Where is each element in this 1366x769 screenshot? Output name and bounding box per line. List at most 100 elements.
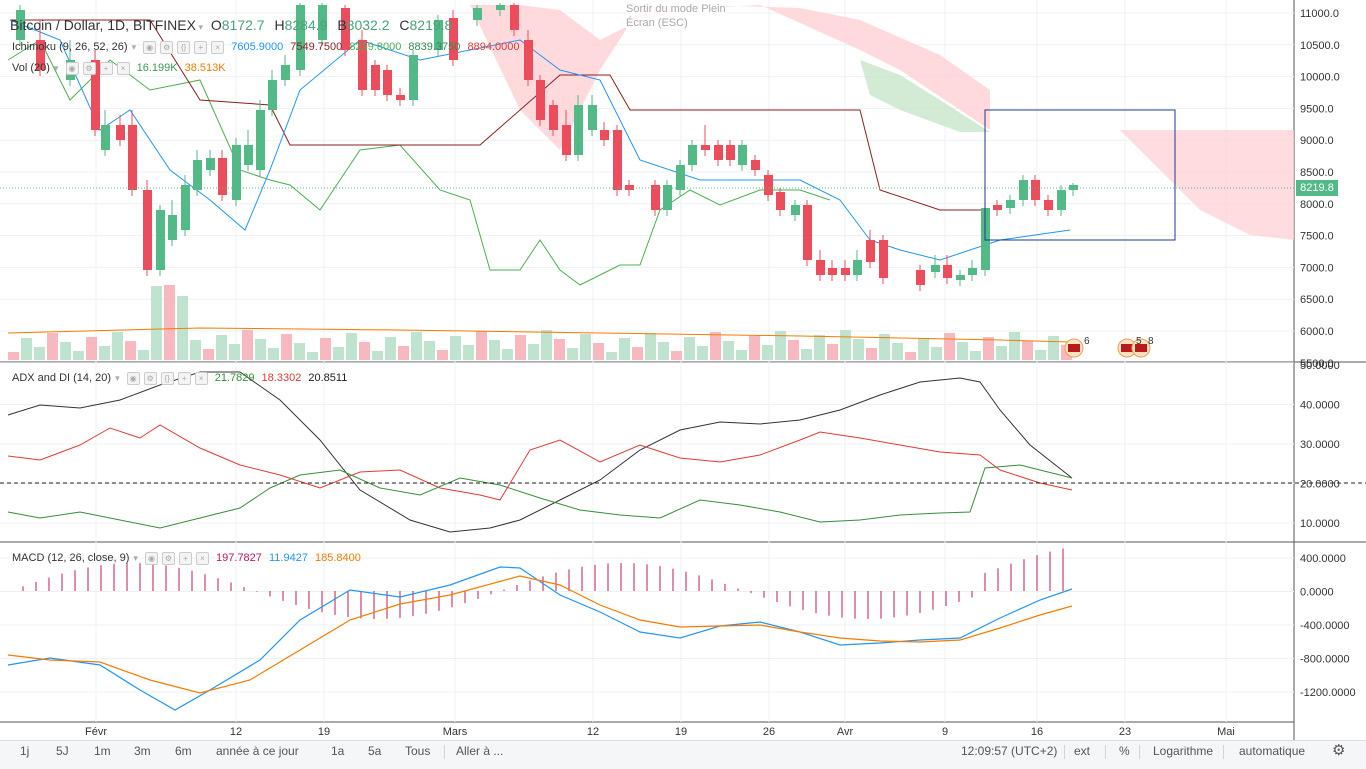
close-icon[interactable]: × [195, 552, 209, 565]
volume-bar [203, 349, 214, 360]
candle-body [128, 125, 137, 190]
volume-bar [593, 343, 604, 360]
volume-legend[interactable]: Vol (20) ▾ ◉ ⚙ + × 16.199K 38.513K [12, 62, 226, 75]
candle-body [371, 65, 380, 90]
adx-tick-label: 40.0000 [1300, 400, 1340, 412]
range-1y-button[interactable]: 1a [331, 744, 345, 758]
close-icon[interactable]: × [116, 62, 130, 75]
macd-label: MACD (12, 26, close, 9) [12, 552, 130, 565]
candle-body [791, 205, 800, 215]
candle-body [764, 175, 773, 195]
gear-icon[interactable]: ⚙ [1332, 742, 1346, 759]
settings-icon[interactable]: ⚙ [143, 372, 157, 385]
time-axis[interactable]: Févr 12 19 Mars 12 19 26 Avr 9 16 23 Mai [85, 726, 1235, 738]
candle-body [206, 158, 215, 170]
adx-label: ADX and DI (14, 20) [12, 372, 112, 385]
visibility-icon[interactable]: ◉ [65, 62, 79, 75]
divider [1223, 745, 1224, 759]
log-scale-button[interactable]: Logarithme [1153, 744, 1214, 758]
macd-pane[interactable] [7, 548, 1073, 711]
volume-bar [112, 332, 123, 360]
visibility-icon[interactable]: ◉ [143, 41, 157, 54]
candle-body [663, 185, 672, 210]
auto-scale-button[interactable]: automatique [1239, 744, 1306, 758]
candle-body [296, 5, 305, 70]
settings-icon[interactable]: ⚙ [161, 552, 175, 565]
settings-icon[interactable]: ⚙ [160, 41, 174, 54]
open-value: 8172.7 [221, 17, 265, 33]
visibility-icon[interactable]: ◉ [144, 552, 158, 565]
macd-line [7, 566, 1073, 711]
add-icon[interactable]: + [99, 62, 113, 75]
volume-bar [385, 337, 396, 360]
fullscreen-tooltip: Sortir du mode Plein Écran (ESC) [626, 2, 726, 30]
settings-icon[interactable]: ⚙ [82, 62, 96, 75]
chevron-down-icon[interactable]: ▾ [131, 42, 137, 53]
range-1m-button[interactable]: 1m [94, 744, 111, 758]
adx-pane[interactable] [0, 371, 1366, 533]
add-icon[interactable]: + [178, 552, 192, 565]
chevron-down-icon[interactable]: ▾ [133, 553, 138, 564]
volume-bar [359, 342, 370, 360]
range-all-button[interactable]: Tous [405, 744, 431, 758]
range-6m-button[interactable]: 6m [175, 744, 192, 758]
macd-tick-label: -400.0000 [1300, 620, 1350, 632]
add-icon[interactable]: + [194, 41, 208, 54]
range-ytd-button[interactable]: année à ce jour [216, 744, 299, 758]
chevron-down-icon[interactable]: ▾ [53, 63, 59, 74]
volume-bar [216, 335, 227, 360]
range-1d-button[interactable]: 1j [20, 744, 30, 758]
chevron-down-icon[interactable]: ▾ [195, 22, 203, 32]
ichimoku-legend[interactable]: Ichimoku (9, 26, 52, 26) ▾ ◉ ⚙{} + × 7605.90… [12, 41, 520, 54]
candle-body [244, 145, 253, 165]
price-axis[interactable]: 11000.0 10500.0 10000.0 9500.0 9000.0 8500.0 8… [1300, 8, 1356, 699]
adx-legend[interactable]: ADX and DI (14, 20) ▾ ◉ ⚙{} + × 21.7829 18.3… [12, 372, 348, 385]
volume-bar [554, 339, 565, 360]
candle-body [600, 130, 609, 140]
candle-body [726, 145, 735, 160]
volume-bar [957, 342, 968, 360]
percent-button[interactable]: % [1119, 744, 1130, 758]
ichimoku-cloud-future [1120, 130, 1294, 240]
volume-bar [255, 339, 266, 360]
candle-body [803, 205, 812, 260]
source-icon[interactable]: {} [177, 41, 191, 54]
candle-body [383, 70, 392, 95]
volume-bar [73, 351, 84, 360]
volume-bar [892, 343, 903, 360]
candle-body [613, 130, 622, 190]
volume-bar [736, 350, 747, 360]
goto-date-button[interactable]: Aller à ... [456, 744, 504, 758]
range-5d-button[interactable]: 5J [56, 744, 69, 758]
volume-bar [619, 338, 630, 360]
close-icon[interactable]: × [194, 372, 208, 385]
candle-body [496, 5, 505, 10]
volume-bar [931, 347, 942, 360]
time-tick-label: 23 [1119, 726, 1131, 738]
time-tick-label: 12 [230, 726, 242, 738]
ohlc-values: O8172.7 H8284.9 B8032.2 C8219.8 [210, 17, 453, 33]
volume-bar [671, 351, 682, 360]
price-tick-label: 9500.0 [1300, 103, 1334, 115]
kijun-line [10, 19, 990, 211]
volume-bar [138, 350, 149, 360]
symbol-title[interactable]: Bitcoin / Dollar, 1D, BITFINEX [10, 17, 196, 33]
ext-button[interactable]: ext [1074, 744, 1091, 758]
volume-bar [164, 285, 175, 360]
close-icon[interactable]: × [211, 41, 225, 54]
volume-bar [489, 340, 500, 360]
visibility-icon[interactable]: ◉ [126, 372, 140, 385]
macd-legend[interactable]: MACD (12, 26, close, 9) ▾ ◉ ⚙ + × 197.7827 1… [12, 552, 361, 565]
time-tick-label: 9 [942, 726, 948, 738]
range-5y-button[interactable]: 5a [368, 744, 382, 758]
source-icon[interactable]: {} [160, 372, 174, 385]
add-icon[interactable]: + [177, 372, 191, 385]
volume-bar [645, 333, 656, 360]
volume-bar [450, 336, 461, 360]
chevron-down-icon[interactable]: ▾ [115, 373, 120, 384]
range-3m-button[interactable]: 3m [134, 744, 151, 758]
candle-body [968, 268, 977, 275]
candle-body [1031, 180, 1040, 200]
